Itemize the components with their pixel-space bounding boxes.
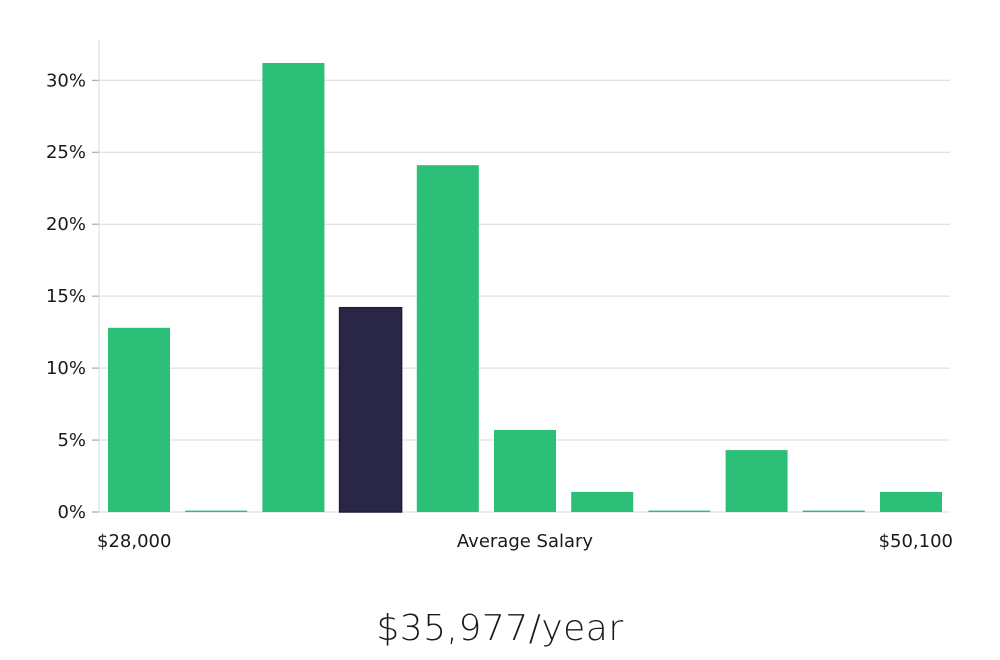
bar-10: [802, 510, 865, 512]
bar-8: [648, 510, 711, 512]
bar-2: [185, 510, 248, 512]
y-tick-label-3: 15%: [46, 286, 86, 307]
y-tick-label-6: 30%: [46, 70, 86, 91]
grid-lines: [92, 79, 950, 513]
average-salary-value: $35,977/year: [376, 608, 624, 649]
x-max-label: $50,100: [879, 531, 953, 552]
x-axis-title: Average Salary: [457, 531, 594, 552]
bar-6: [494, 430, 556, 512]
bar-9: [725, 450, 788, 512]
y-tick-label-2: 10%: [46, 358, 86, 379]
bar-5: [416, 165, 479, 512]
salary-histogram: 0% 5% 10% 15% 20% 25% 30% $28,000 Average Sala…: [46, 40, 953, 552]
y-tick-label-4: 20%: [46, 214, 86, 235]
bar-4: [338, 306, 403, 513]
y-tick-label-0: 0%: [57, 502, 86, 523]
y-tick-label-5: 25%: [46, 142, 86, 163]
bar-3: [262, 63, 325, 512]
bar-1: [108, 327, 170, 512]
x-min-label: $28,000: [97, 531, 171, 552]
bar-11: [880, 491, 942, 512]
y-tick-label-1: 5%: [57, 430, 86, 451]
bars: [108, 63, 942, 513]
bar-7: [571, 491, 634, 512]
y-tick-labels: 0% 5% 10% 15% 20% 25% 30%: [46, 70, 86, 523]
